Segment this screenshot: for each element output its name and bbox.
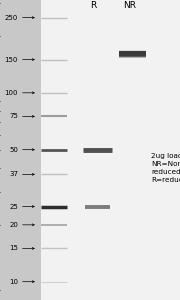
Text: 37: 37 — [9, 171, 18, 177]
Text: 250: 250 — [5, 15, 18, 21]
Text: R: R — [91, 2, 97, 10]
Text: 100: 100 — [4, 90, 18, 96]
Text: 50: 50 — [9, 147, 18, 153]
Text: 15: 15 — [9, 245, 18, 251]
Text: 75: 75 — [9, 113, 18, 119]
Bar — [40, 0, 180, 300]
Text: 2ug loading
NR=Non-
reduced
R=reduced: 2ug loading NR=Non- reduced R=reduced — [151, 153, 180, 183]
Text: 20: 20 — [9, 222, 18, 228]
Text: 150: 150 — [5, 56, 18, 62]
Text: 10: 10 — [9, 279, 18, 285]
Text: 25: 25 — [9, 203, 18, 209]
Text: NR: NR — [123, 2, 136, 10]
